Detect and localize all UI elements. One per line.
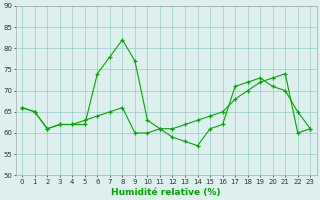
X-axis label: Humidité relative (%): Humidité relative (%) (111, 188, 221, 197)
